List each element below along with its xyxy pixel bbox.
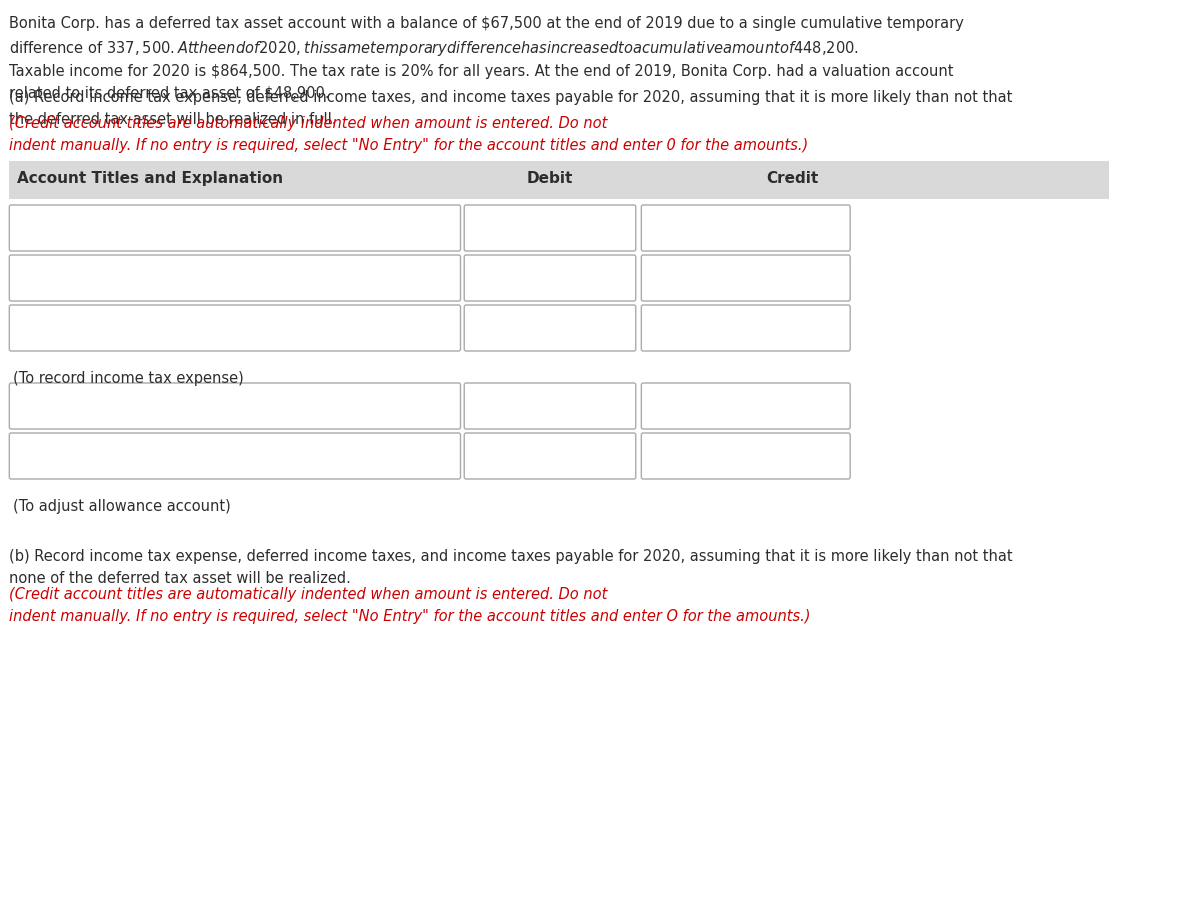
Text: Credit: Credit (767, 171, 818, 186)
FancyBboxPatch shape (10, 255, 461, 301)
Text: Debit: Debit (527, 171, 574, 186)
FancyBboxPatch shape (641, 255, 850, 301)
Bar (10, 161, 1109, 199)
Text: (Credit account titles are automatically indented when amount is entered. Do not: (Credit account titles are automatically… (10, 587, 811, 623)
FancyBboxPatch shape (641, 205, 850, 251)
FancyBboxPatch shape (641, 433, 850, 479)
FancyBboxPatch shape (10, 305, 461, 351)
Text: (To adjust allowance account): (To adjust allowance account) (13, 499, 230, 514)
Text: Bonita Corp. has a deferred tax asset account with a balance of $67,500 at the e: Bonita Corp. has a deferred tax asset ac… (10, 16, 964, 101)
Text: Account Titles and Explanation: Account Titles and Explanation (17, 171, 283, 186)
FancyBboxPatch shape (464, 383, 636, 429)
FancyBboxPatch shape (464, 433, 636, 479)
FancyBboxPatch shape (464, 205, 636, 251)
FancyBboxPatch shape (10, 433, 461, 479)
FancyBboxPatch shape (10, 205, 461, 251)
Text: (a) Record income tax expense, deferred income taxes, and income taxes payable f: (a) Record income tax expense, deferred … (10, 90, 1013, 127)
FancyBboxPatch shape (464, 255, 636, 301)
FancyBboxPatch shape (464, 305, 636, 351)
FancyBboxPatch shape (10, 383, 461, 429)
Text: (b) Record income tax expense, deferred income taxes, and income taxes payable f: (b) Record income tax expense, deferred … (10, 549, 1013, 585)
Text: (To record income tax expense): (To record income tax expense) (13, 371, 244, 386)
Text: (Credit account titles are automatically indented when amount is entered. Do not: (Credit account titles are automatically… (10, 116, 809, 153)
FancyBboxPatch shape (641, 305, 850, 351)
FancyBboxPatch shape (641, 383, 850, 429)
